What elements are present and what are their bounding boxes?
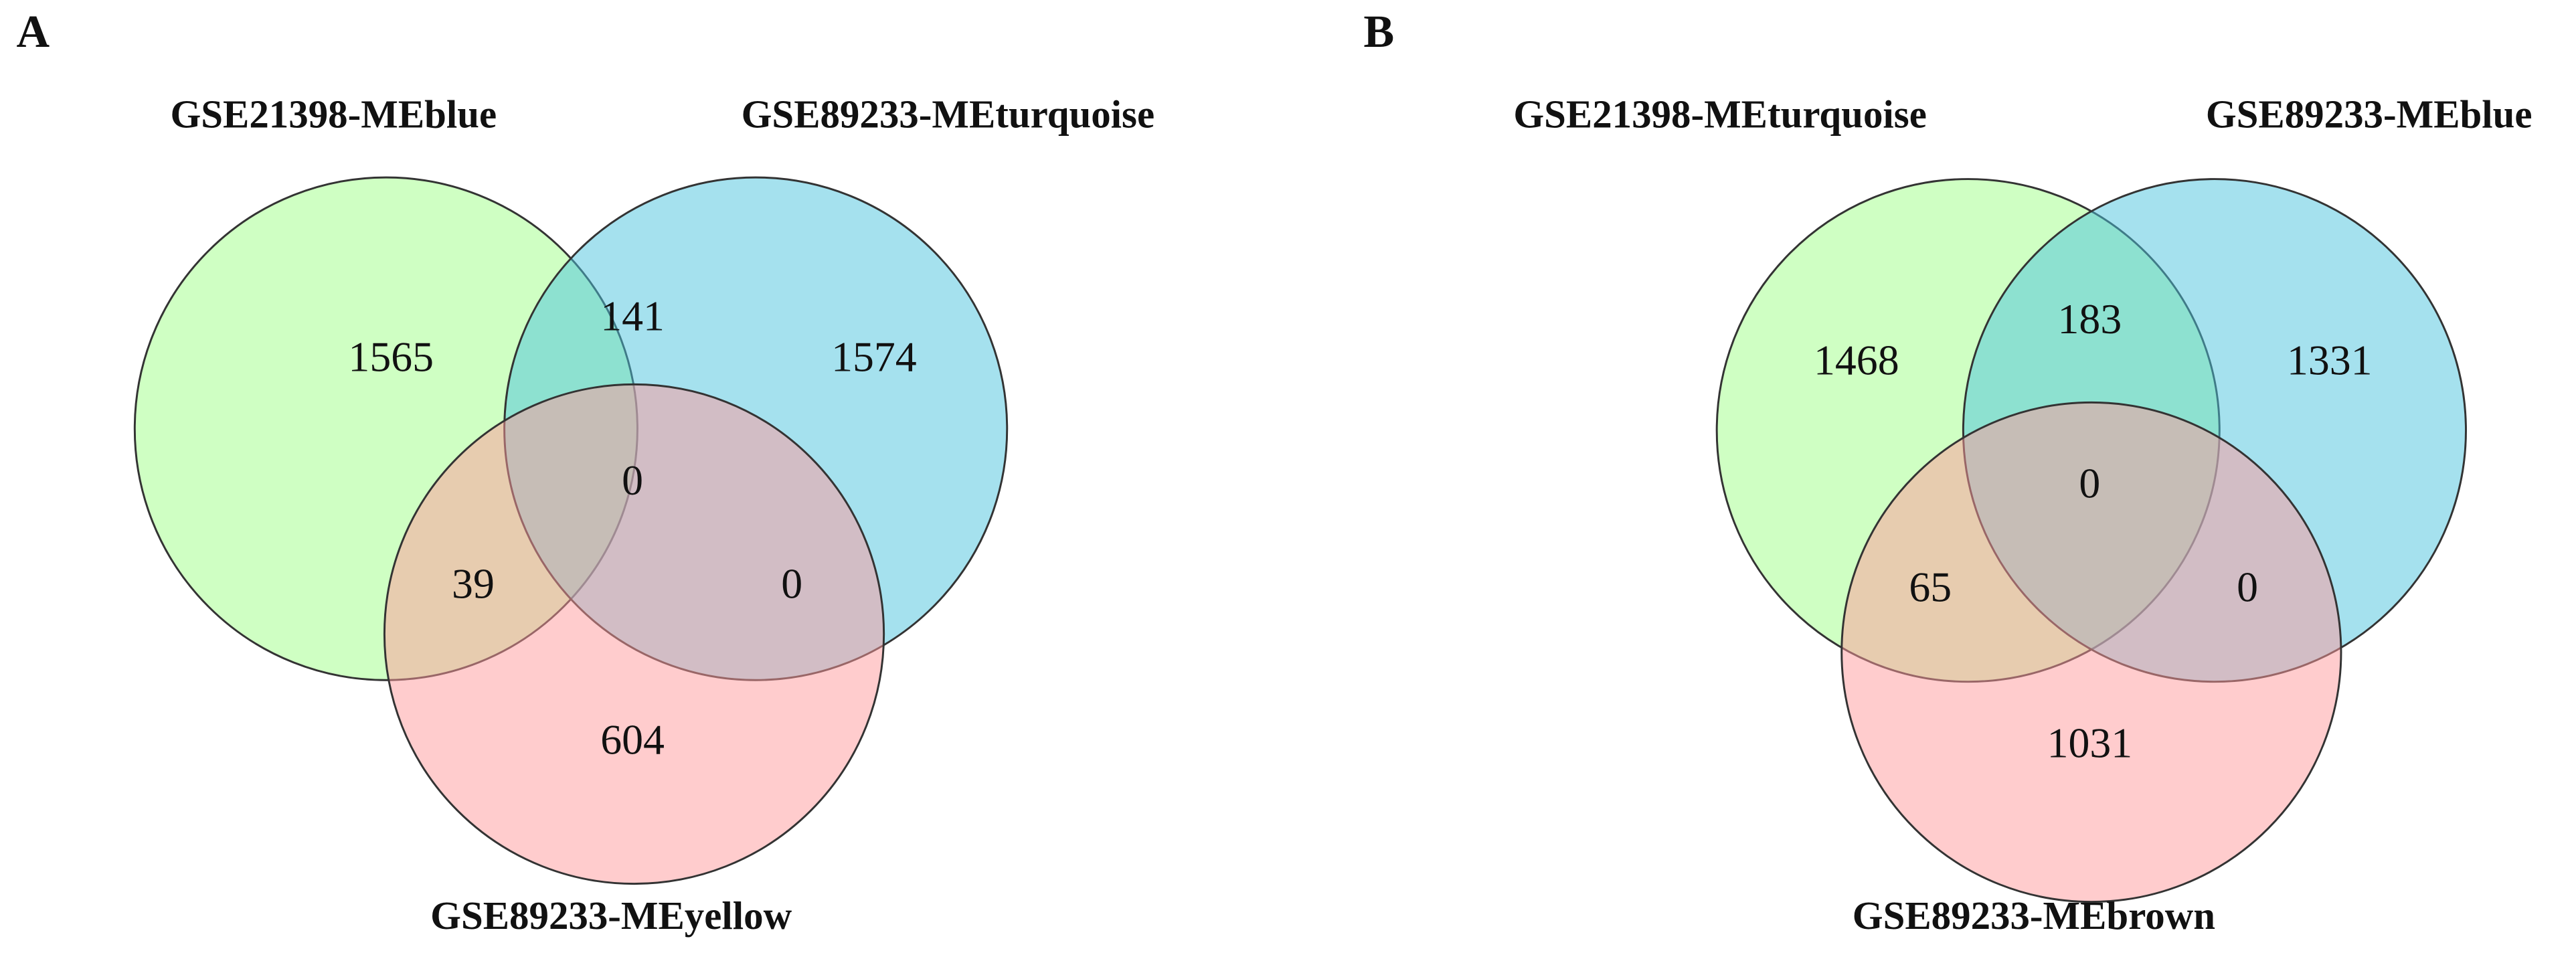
set-circle — [1840, 401, 2342, 903]
set-label: GSE21398-MEturquoise — [1513, 92, 1927, 136]
region-count: 0 — [781, 559, 802, 607]
panel-label: A — [17, 6, 50, 57]
set-label: GSE89233-MEblue — [2206, 92, 2532, 136]
region-count: 39 — [452, 559, 495, 607]
region-count: 604 — [600, 716, 665, 764]
set-circle — [383, 383, 885, 885]
region-count: 183 — [2058, 295, 2122, 343]
region-count: 1031 — [2047, 719, 2133, 767]
region-count: 1574 — [831, 333, 917, 381]
region-count: 141 — [600, 292, 665, 339]
region-count: 65 — [1909, 563, 1952, 610]
panel-label: B — [1363, 6, 1394, 57]
region-count: 0 — [2237, 563, 2258, 610]
region-count: 0 — [622, 456, 643, 504]
set-label: GSE89233-MEyellow — [430, 894, 792, 938]
region-count: 1468 — [1814, 337, 1899, 384]
set-label: GSE21398-MEblue — [170, 92, 497, 136]
set-label: GSE89233-MEturquoise — [742, 92, 1155, 136]
region-count: 0 — [2079, 460, 2100, 507]
region-count: 1565 — [348, 333, 434, 381]
set-label: GSE89233-MEbrown — [1853, 894, 2215, 938]
region-count: 1331 — [2287, 337, 2373, 384]
